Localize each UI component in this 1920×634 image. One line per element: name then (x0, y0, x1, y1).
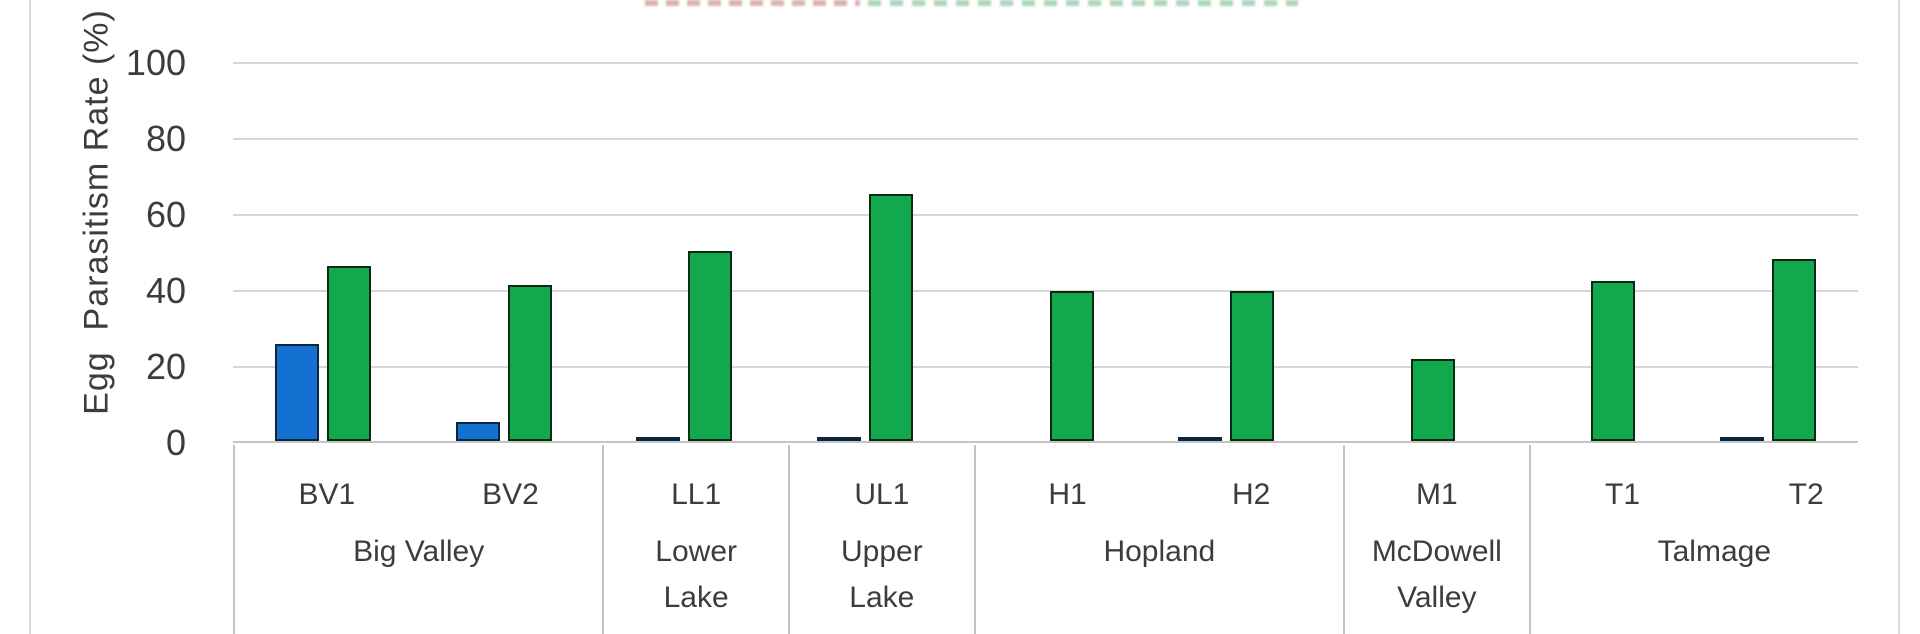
y-tick-label-20: 20 (145, 346, 186, 387)
group-label-mcdowell-valley: McDowell Valley (1371, 535, 1502, 614)
site-label-UL1: UL1 (854, 478, 910, 511)
plot-area (233, 0, 1858, 443)
site-label-row: UL1 (790, 445, 974, 515)
y-tick-label-100: 100 (125, 42, 186, 83)
bar-slot-T2 (1678, 0, 1859, 441)
bar-slot-LL1 (594, 0, 775, 441)
gridline-60 (233, 214, 1858, 216)
bar-green-T2 (1771, 259, 1816, 441)
site-label-row: T1 T2 (1531, 445, 1898, 515)
group-label-upper-lake: Upper Lake (840, 535, 923, 614)
site-label-BV2: BV2 (482, 478, 539, 511)
bar-slot-BV1 (233, 0, 414, 441)
gridline-100 (233, 62, 1858, 64)
y-tick-label-80: 80 (145, 118, 186, 159)
site-label-H2: H2 (1232, 478, 1271, 511)
bar-blue-BV2 (455, 422, 500, 441)
bar-blue-BV1 (275, 344, 320, 441)
group-label-talmage: Talmage (1657, 535, 1772, 568)
chart-border-left (29, 0, 31, 634)
bar-blue-UL1 (816, 437, 861, 441)
site-label-T1: T1 (1605, 478, 1641, 511)
clipped-title-green-fragment (868, 0, 1298, 6)
site-label-LL1: LL1 (671, 478, 722, 511)
site-label-H1: H1 (1048, 478, 1087, 511)
site-label-BV1: BV1 (298, 478, 356, 511)
y-tick-label-0: 0 (165, 422, 186, 463)
bar-green-BV2 (507, 285, 552, 441)
bars-layer (233, 0, 1858, 441)
site-label-M1: M1 (1415, 478, 1458, 511)
bar-green-LL1 (688, 251, 733, 441)
bar-green-M1 (1410, 359, 1455, 441)
gridline-40 (233, 290, 1858, 292)
group-label-lower-lake: Lower Lake (655, 535, 738, 614)
group-label-big-valley: Big Valley (353, 535, 485, 568)
group-cell-lower-lake: LL1 Lower Lake (604, 445, 790, 634)
gridline-20 (233, 366, 1858, 368)
group-cell-hopland: H1 H2 Hopland (976, 445, 1345, 634)
group-label-hopland: Hopland (1103, 535, 1216, 568)
site-label-row: LL1 (604, 445, 788, 515)
group-cell-upper-lake: UL1 Upper Lake (790, 445, 976, 634)
gridline-80 (233, 138, 1858, 140)
bar-blue-H2 (1178, 437, 1223, 441)
site-label-T2: T2 (1788, 478, 1824, 511)
group-cell-big-valley: BV1 BV2 Big Valley (235, 445, 605, 634)
bar-green-UL1 (868, 194, 913, 441)
site-label-row: H1 H2 (976, 445, 1343, 515)
bar-slot-T1 (1497, 0, 1678, 441)
group-cell-mcdowell-valley: M1 McDowell Valley (1345, 445, 1531, 634)
bar-green-H1 (1049, 291, 1094, 441)
clipped-title-red-fragment (645, 0, 860, 6)
bar-green-H2 (1230, 291, 1275, 441)
site-label-row: BV1 BV2 (235, 445, 602, 515)
bar-green-BV1 (327, 266, 372, 441)
group-cell-talmage: T1 T2 Talmage (1531, 445, 1898, 634)
bar-slot-UL1 (775, 0, 956, 441)
bar-blue-T2 (1719, 437, 1764, 441)
y-tick-label-40: 40 (145, 270, 186, 311)
y-tick-label-60: 60 (145, 194, 186, 235)
chart-border-right (1898, 0, 1900, 634)
category-axis-table: BV1 BV2 Big Valley LL1 Lower Lake UL1 Upper La… (233, 445, 1898, 634)
bar-slot-BV2 (414, 0, 595, 441)
bar-slot-H1 (955, 0, 1136, 441)
bar-blue-LL1 (636, 437, 681, 441)
bar-green-T1 (1591, 281, 1636, 441)
bar-slot-H2 (1136, 0, 1317, 441)
bar-slot-M1 (1316, 0, 1497, 441)
site-label-row: M1 (1345, 445, 1529, 515)
